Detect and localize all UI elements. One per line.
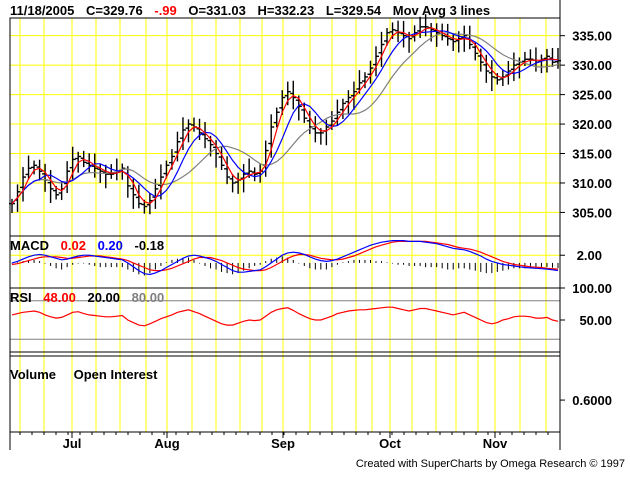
header-low: L=329.54 bbox=[326, 3, 382, 18]
x-tick-label: Nov bbox=[483, 436, 508, 451]
price-tick-label: 330.00 bbox=[572, 58, 612, 73]
volume-header: Volume Open Interest bbox=[10, 367, 158, 382]
ma-fast-line bbox=[11, 27, 559, 205]
macd-panel[interactable] bbox=[11, 240, 559, 276]
rsi-tick-label: 100.00 bbox=[572, 281, 612, 296]
header-line: 11/18/2005 C=329.76 -.99 O=331.03 H=332.… bbox=[10, 3, 490, 18]
header-open: O=331.03 bbox=[188, 3, 245, 18]
rsi-line bbox=[11, 306, 559, 327]
macd-signal-line bbox=[11, 240, 559, 272]
ma-slow-line bbox=[11, 32, 559, 205]
x-tick-label: Aug bbox=[154, 436, 179, 451]
macd-tick-label: 2.00 bbox=[577, 248, 602, 263]
price-tick-label: 320.00 bbox=[572, 117, 612, 132]
macd-line bbox=[11, 240, 559, 276]
rsi-value-1: 48.00 bbox=[43, 290, 76, 305]
rsi-panel[interactable] bbox=[10, 300, 560, 340]
rsi-value-3: 80.00 bbox=[132, 290, 165, 305]
header-date: 11/18/2005 bbox=[10, 3, 74, 18]
volume-label: Volume bbox=[10, 367, 56, 382]
ma-mid-line bbox=[11, 30, 559, 205]
rsi-label: RSI bbox=[10, 290, 32, 305]
price-tick-label: 315.00 bbox=[572, 147, 612, 162]
macd-value-2: 0.20 bbox=[98, 238, 123, 253]
price-tick-label: 310.00 bbox=[572, 176, 612, 191]
axis-layer: 305.00 310.00 315.00 320.00 325.00 330.00 335.… bbox=[9, 0, 612, 451]
price-panel[interactable] bbox=[9, 14, 561, 215]
macd-label: MACD bbox=[10, 238, 49, 253]
price-tick-label: 335.00 bbox=[572, 29, 612, 44]
header-change: -.99 bbox=[154, 3, 176, 18]
grid-layer bbox=[10, 18, 560, 432]
volume-tick-label: 0.6000 bbox=[572, 393, 612, 408]
x-tick-label: Jul bbox=[63, 436, 82, 451]
rsi-value-2: 20.00 bbox=[87, 290, 120, 305]
header-high: H=332.23 bbox=[257, 3, 314, 18]
macd-value-1: 0.02 bbox=[61, 238, 86, 253]
macd-value-3: -0.18 bbox=[135, 238, 165, 253]
header-close: C=329.76 bbox=[86, 3, 143, 18]
price-tick-label: 305.00 bbox=[572, 205, 612, 220]
x-tick-label: Sep bbox=[271, 436, 295, 451]
macd-header: MACD 0.02 0.20 -0.18 bbox=[10, 238, 164, 253]
open-interest-label: Open Interest bbox=[74, 367, 158, 382]
credit-text: Created with SuperCharts by Omega Resear… bbox=[356, 458, 625, 470]
header-study: Mov Avg 3 lines bbox=[393, 3, 490, 18]
rsi-header: RSI 48.00 20.00 80.00 bbox=[10, 290, 164, 305]
price-tick-label: 325.00 bbox=[572, 88, 612, 103]
x-tick-label: Oct bbox=[379, 436, 401, 451]
rsi-tick-label: 50.00 bbox=[579, 313, 612, 328]
